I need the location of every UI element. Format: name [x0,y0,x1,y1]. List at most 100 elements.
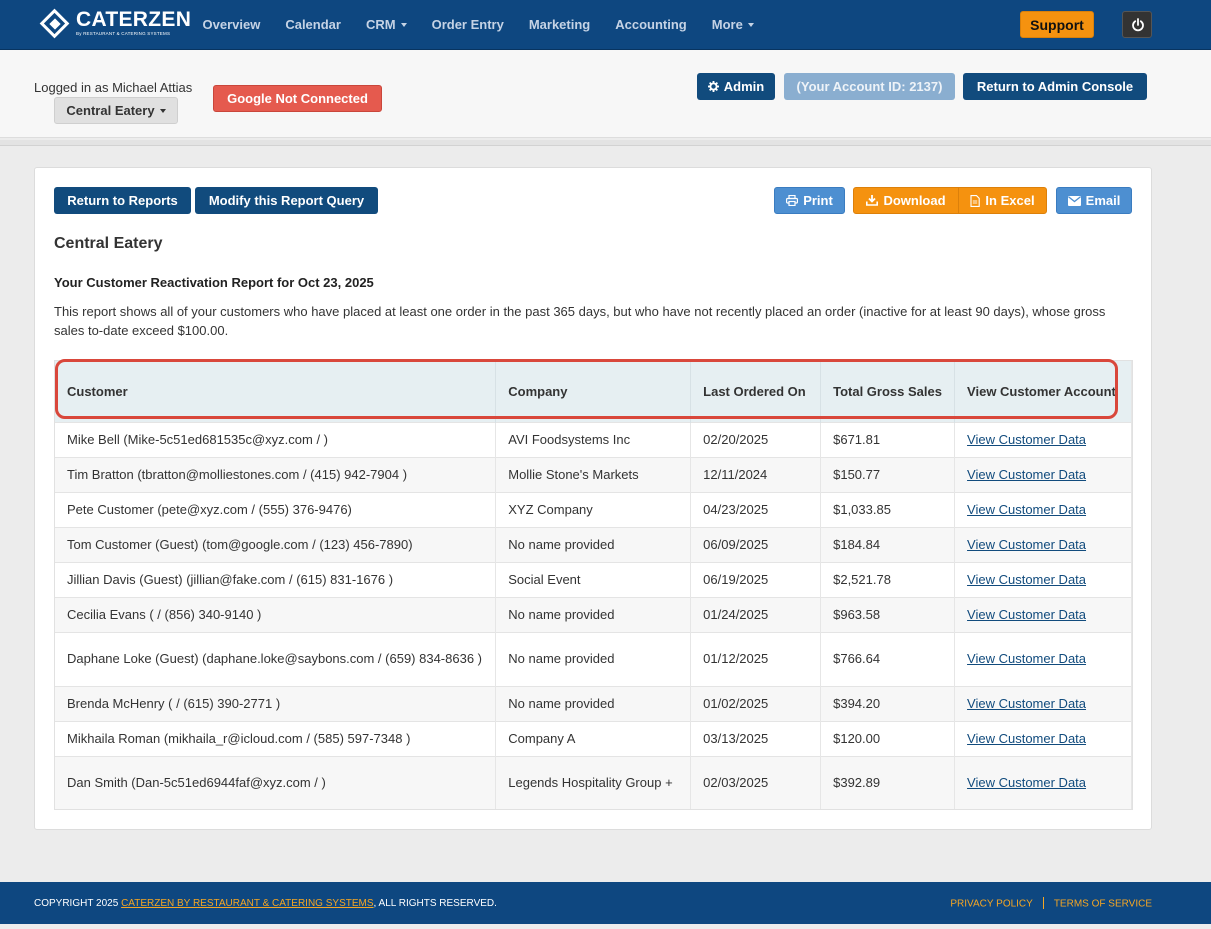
in-excel-label: In Excel [985,193,1035,208]
download-label: Download [883,193,946,208]
copyright-prefix: COPYRIGHT 2025 [34,898,122,909]
header-divider [0,140,1211,146]
footer-links: PRIVACY POLICY TERMS OF SERVICE [950,897,1152,910]
column-header-gross-sales[interactable]: Total Gross Sales [820,361,956,422]
company-cell: No name provided [495,526,692,562]
last-ordered-cell: 03/13/2025 [690,720,822,756]
gross-sales-cell: $766.64 [820,631,956,686]
view-account-cell: View Customer Data [954,755,1132,810]
last-ordered-cell: 01/12/2025 [690,631,822,686]
privacy-policy-link[interactable]: PRIVACY POLICY [950,898,1033,910]
last-ordered-cell: 01/02/2025 [690,685,822,721]
view-customer-data-link[interactable]: View Customer Data [967,536,1087,552]
brand-name: CATERZEN [76,8,192,31]
email-button[interactable]: Email [1056,187,1132,214]
view-account-cell: View Customer Data [954,685,1132,721]
gross-sales-cell: $2,521.78 [820,561,956,597]
column-header-view-account: View Customer Account [954,361,1132,422]
main-menu: Overview Calendar CRM Order Entry Market… [190,0,766,50]
customer-cell: Daphane Loke (Guest) (daphane.loke@saybo… [55,631,497,686]
company-cell: Company A [495,720,692,756]
download-button[interactable]: Download [853,187,959,214]
gross-sales-cell: $150.77 [820,456,956,492]
company-cell: Social Event [495,561,692,597]
gross-sales-cell: $392.89 [820,755,956,810]
print-label: Print [803,193,833,208]
table-row: Cecilia Evans ( / (856) 340-9140 ) No nam… [55,596,1132,632]
view-customer-data-link[interactable]: View Customer Data [967,466,1087,482]
gear-icon [707,81,719,93]
view-customer-data-link[interactable]: View Customer Data [967,695,1087,711]
file-icon [970,194,981,207]
company-cell: AVI Foodsystems Inc [495,421,692,457]
customer-cell: Dan Smith (Dan-5c51ed6944faf@xyz.com / ) [55,755,497,810]
table-row: Brenda McHenry ( / (615) 390-2771 ) No na… [55,685,1132,721]
table-row: Dan Smith (Dan-5c51ed6944faf@xyz.com / )… [55,755,1132,810]
chevron-down-icon [747,22,754,27]
view-customer-data-link[interactable]: View Customer Data [967,571,1087,587]
copyright-notice: COPYRIGHT 2025 CATERZEN BY RESTAURANT & … [34,898,497,909]
top-navbar: CATERZEN By RESTAURANT & CATERING SYSTEM… [0,0,1211,50]
nav-overview-label: Overview [202,17,261,32]
return-admin-console-button[interactable]: Return to Admin Console [963,73,1147,100]
page-footer: COPYRIGHT 2025 CATERZEN BY RESTAURANT & … [0,882,1211,924]
nav-accounting-label: Accounting [615,17,687,32]
view-customer-data-link[interactable]: View Customer Data [967,651,1087,666]
last-ordered-cell: 04/23/2025 [690,491,822,527]
last-ordered-cell: 02/20/2025 [690,421,822,457]
nav-more[interactable]: More [699,0,766,50]
customer-cell: Mike Bell (Mike-5c51ed681535c@xyz.com / … [55,421,497,457]
table-row: Jillian Davis (Guest) (jillian@fake.com … [55,561,1132,597]
footer-divider [1042,897,1044,909]
last-ordered-cell: 12/11/2024 [690,456,822,492]
column-header-customer[interactable]: Customer [55,361,497,422]
gross-sales-cell: $963.58 [820,596,956,632]
print-button[interactable]: Print [774,187,845,214]
gross-sales-cell: $671.81 [820,421,956,457]
logged-in-text: Logged in as Michael Attias [34,80,193,95]
view-customer-data-link[interactable]: View Customer Data [967,730,1087,746]
modify-report-query-button[interactable]: Modify this Report Query [195,187,378,214]
company-cell: Mollie Stone's Markets [495,456,692,492]
gross-sales-cell: $394.20 [820,685,956,721]
logout-button[interactable] [1122,11,1152,38]
report-title: Central Eatery [54,235,163,252]
power-icon [1132,18,1144,32]
view-account-cell: View Customer Data [954,561,1132,597]
report-subtitle: Your Customer Reactivation Report for Oc… [54,275,374,290]
company-cell: XYZ Company [495,491,692,527]
terms-of-service-link[interactable]: TERMS OF SERVICE [1053,898,1152,910]
nav-overview[interactable]: Overview [190,0,273,50]
google-status-button[interactable]: Google Not Connected [213,85,382,112]
customer-cell: Pete Customer (pete@xyz.com / (555) 376-… [55,491,497,527]
support-button[interactable]: Support [1020,11,1094,38]
column-header-company[interactable]: Company [495,361,692,422]
admin-button[interactable]: Admin [697,73,775,100]
nav-crm[interactable]: CRM [353,0,419,50]
view-customer-data-link[interactable]: View Customer Data [967,606,1087,622]
location-dropdown[interactable]: Central Eatery [54,97,178,124]
view-customer-data-link[interactable]: View Customer Data [967,775,1087,791]
view-customer-data-link[interactable]: View Customer Data [967,431,1087,447]
view-customer-data-link[interactable]: View Customer Data [967,501,1087,517]
caterzen-logo[interactable]: CATERZEN By RESTAURANT & CATERING SYSTEM… [39,8,192,41]
nav-accounting[interactable]: Accounting [603,0,700,50]
nav-more-label: More [711,17,743,32]
customer-cell: Mikhaila Roman (mikhaila_r@icloud.com / … [55,720,497,756]
brand-subtitle: By RESTAURANT & CATERING SYSTEMS [76,31,171,36]
chevron-down-icon [159,108,166,113]
nav-order-entry[interactable]: Order Entry [419,0,516,50]
print-icon [786,195,799,207]
nav-order-entry-label: Order Entry [431,17,504,32]
nav-calendar[interactable]: Calendar [273,0,354,50]
view-account-cell: View Customer Data [954,720,1132,756]
customer-cell: Cecilia Evans ( / (856) 340-9140 ) [55,596,497,632]
caterzen-footer-link[interactable]: CATERZEN BY RESTAURANT & CATERING SYSTEM… [121,898,374,909]
view-account-cell: View Customer Data [954,631,1132,686]
return-to-reports-button[interactable]: Return to Reports [54,187,191,214]
column-header-last-ordered[interactable]: Last Ordered On [690,361,822,422]
nav-marketing[interactable]: Marketing [516,0,602,50]
table-row: Tim Bratton (tbratton@molliestones.com /… [55,456,1132,492]
in-excel-button[interactable]: In Excel [958,187,1047,214]
table-header-row: Customer Company Last Ordered On Total G… [55,361,1132,422]
